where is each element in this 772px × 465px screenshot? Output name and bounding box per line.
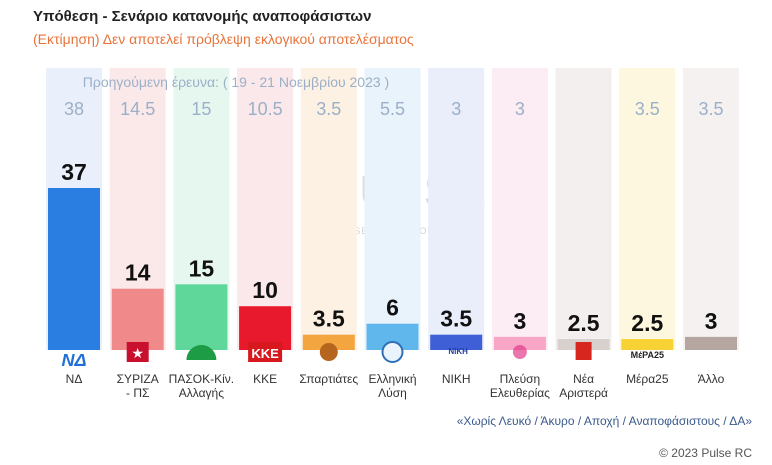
data-label: 6	[386, 295, 399, 321]
category-label: Νέα	[573, 372, 594, 386]
previous-value-label: 3.5	[635, 99, 660, 119]
previous-value-label: 5.5	[380, 99, 405, 119]
category-label: ΠΑΣΟΚ-Κίν.	[169, 372, 234, 386]
party-logo-box	[126, 342, 149, 362]
category-label: Μέρα25	[626, 372, 669, 386]
party-logo: ★	[131, 346, 144, 362]
copyright: © 2023 Pulse RC	[659, 446, 752, 460]
data-label: 10	[252, 277, 278, 303]
party-logo	[319, 343, 338, 361]
party-logo	[575, 342, 592, 360]
previous-value-label: 38	[64, 99, 84, 119]
previous-value-label: 3.5	[316, 99, 341, 119]
previous-value-label: 10.5	[248, 99, 283, 119]
data-label: 15	[189, 255, 215, 281]
category-label: ΚΚΕ	[253, 372, 277, 386]
column-background	[428, 68, 485, 350]
bar-chart: PULSERESEARCH & CONSULTING3738ΝΔΝΔ1414.5…	[46, 68, 739, 400]
column-background	[619, 68, 676, 350]
party-logo	[381, 341, 404, 363]
previous-value-label: 3.5	[698, 99, 723, 119]
bar	[621, 339, 674, 350]
category-label: Ελληνική	[368, 372, 416, 386]
data-label: 14	[125, 260, 151, 286]
data-label: 2.5	[631, 310, 663, 336]
party-logo: ΚΚΕ	[251, 346, 279, 361]
category-label: ΣΥΡΙΖΑ	[117, 372, 159, 386]
data-label: 3.5	[313, 306, 345, 332]
column-background	[237, 68, 294, 350]
party-logo: ΝΙΚΗ	[448, 347, 468, 356]
column-background	[300, 68, 357, 350]
party-logo	[512, 345, 527, 359]
category-label: Αλλαγής	[179, 386, 224, 400]
bar	[430, 334, 483, 350]
previous-survey-label: Προηγούμενη έρευνα: ( 19 - 21 Νοεμβρίου …	[83, 74, 389, 90]
category-label: Λύση	[378, 386, 407, 400]
column-background	[555, 68, 612, 350]
bar	[48, 188, 100, 350]
data-label: 37	[61, 159, 87, 185]
party-logo	[186, 345, 217, 360]
party-logo-box	[248, 342, 283, 362]
chart-subtitle: (Εκτίμηση) Δεν αποτελεί πρόβλεψη εκλογικ…	[33, 31, 414, 47]
previous-value-label: 14.5	[120, 99, 155, 119]
bar	[302, 334, 355, 350]
data-label: 3	[514, 308, 527, 334]
data-label: 3.5	[440, 306, 472, 332]
category-label: ΝΙΚΗ	[442, 372, 471, 386]
column-background	[683, 68, 739, 350]
category-label: - ΠΣ	[126, 386, 149, 400]
bar	[493, 336, 546, 350]
previous-value-label: 3	[515, 99, 525, 119]
column-background	[364, 68, 421, 350]
data-label: 3	[705, 308, 718, 334]
category-label: Πλεύση	[500, 372, 541, 386]
bar	[685, 336, 737, 350]
category-label: Αριστερά	[559, 386, 608, 400]
bar	[175, 284, 228, 350]
previous-value-label: 15	[191, 99, 211, 119]
party-logo: ΜέΡΑ25	[631, 350, 664, 360]
category-label: Σπαρτιάτες	[299, 372, 358, 386]
category-label: Ελευθερίας	[490, 386, 550, 400]
bar	[111, 288, 164, 350]
category-label: ΝΔ	[66, 372, 83, 386]
footnote: «Χωρίς Λευκό / Άκυρο / Αποχή / Αναποφάσι…	[456, 414, 752, 428]
data-label: 2.5	[568, 310, 600, 336]
party-logo: ΝΔ	[61, 350, 86, 370]
category-label: Άλλο	[698, 372, 725, 386]
column-background	[491, 68, 548, 350]
previous-value-label: 3	[451, 99, 461, 119]
chart-title: Υπόθεση - Σενάριο κατανομής αναποφάσιστω…	[33, 8, 372, 25]
